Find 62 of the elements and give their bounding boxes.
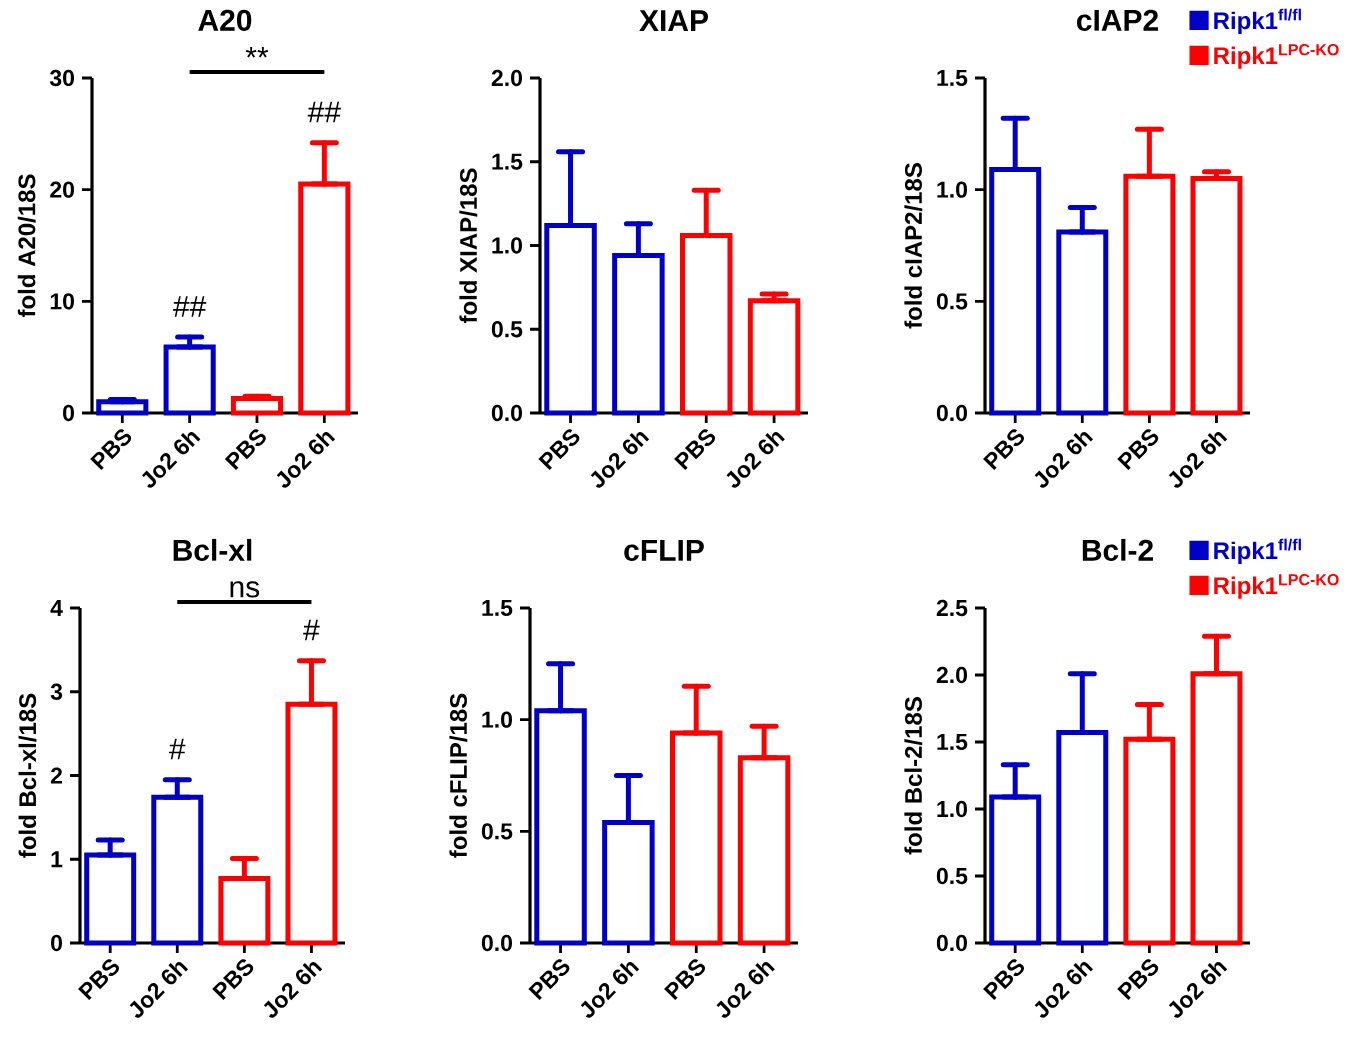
y-axis-title: fold cFLIP/18S [449, 693, 468, 858]
annotation: ## [173, 296, 207, 317]
y-tick-label: 4 [50, 600, 63, 616]
chart-title: cIAP2 [1076, 9, 1158, 31]
y-axis-title: fold XIAP/18S [459, 168, 478, 324]
y-tick-label: 1.5 [482, 599, 513, 617]
y-tick-label: 0.0 [491, 404, 522, 422]
text: ns [230, 581, 260, 598]
y-tick-label: 0 [51, 934, 62, 952]
y-tick-label: 0.5 [936, 293, 968, 310]
chart-title: cFLIP [624, 540, 704, 561]
x-tick-label: Jo2 6h [716, 962, 775, 1018]
x-tick-label: Jo2 6h [263, 962, 323, 1018]
y-axis-title: fold Bcl-2/18S [904, 697, 923, 855]
y-axis-title: fold cIAP2/18S [904, 163, 923, 329]
y-tick-label: 0.0 [481, 934, 512, 952]
y-tick-label: 1.0 [492, 237, 522, 254]
y-tick-label: 0.5 [481, 823, 513, 840]
x-tick-label: Jo2 6h [1168, 962, 1228, 1018]
y-tick-label: 10 [50, 293, 74, 310]
y-axis-title: fold A20/18S [17, 174, 36, 318]
x-tick-label: Jo2 6h [590, 432, 650, 488]
y-tick-label: 1.0 [482, 711, 512, 728]
x-tick-label: Jo2 6h [276, 432, 336, 488]
chart-title: XIAP [639, 10, 708, 31]
y-tick-label: 3 [50, 683, 63, 700]
x-tick-label: Jo2 6h [1034, 432, 1094, 488]
annotation: # [303, 619, 320, 641]
y-tick-label: 2.5 [936, 599, 968, 617]
x-tick-label: Jo2 6h [1034, 962, 1094, 1018]
chart-title: A20 [198, 9, 252, 31]
x-tick-label: Jo2 6h [726, 432, 785, 488]
legend-label: Ripk1$^{fl/fl}$ [1214, 8, 1301, 34]
annotation: ## [307, 101, 341, 123]
legend-label: Ripk1$^{LPC-KO}$ [1214, 574, 1339, 599]
x-tick-label: Jo2 6h [580, 962, 640, 1018]
y-tick-label: 1.0 [937, 800, 968, 818]
chart-title: Bcl-2 [1082, 538, 1153, 561]
y-tick-label: 2.0 [491, 69, 522, 87]
legend-label: Ripk1$^{LPC-KO}$ [1214, 44, 1339, 69]
annotation: # [169, 738, 186, 760]
y-tick-label: 0.5 [491, 321, 523, 338]
chart-title: Bcl-xl [173, 538, 252, 561]
text: ** [245, 46, 269, 58]
y-tick-label: 2.0 [936, 666, 968, 684]
x-tick-label: Jo2 6h [1168, 432, 1228, 488]
legend-label: Ripk1$^{fl/fl}$ [1214, 538, 1301, 564]
y-tick-label: 1.0 [937, 181, 968, 198]
y-axis-title: fold Bcl-xl/18S [18, 693, 37, 858]
y-tick-label: 1.5 [937, 69, 968, 87]
y-tick-label: 0.5 [936, 867, 968, 885]
x-tick-label: Jo2 6h [129, 962, 189, 1018]
y-tick-label: 0.0 [936, 934, 968, 952]
y-tick-label: 0 [63, 404, 74, 422]
y-tick-label: 20 [50, 181, 74, 198]
y-tick-label: 1.5 [492, 153, 523, 170]
y-tick-label: 1 [51, 851, 63, 868]
y-tick-label: 2 [50, 767, 62, 784]
x-tick-label: Jo2 6h [142, 432, 201, 488]
y-tick-label: 1.5 [937, 733, 968, 751]
y-tick-label: 30 [49, 69, 74, 87]
y-tick-label: 0.0 [936, 404, 968, 422]
